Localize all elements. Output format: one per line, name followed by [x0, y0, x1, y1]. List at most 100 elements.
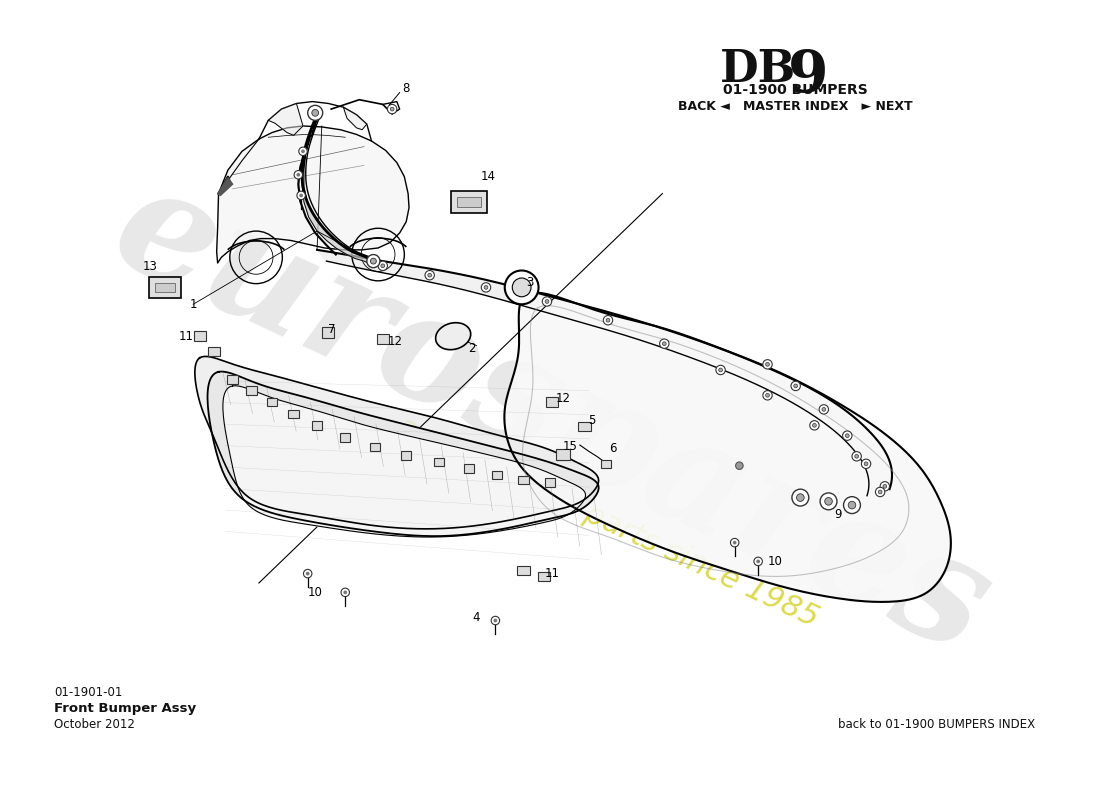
Circle shape	[482, 282, 491, 292]
Circle shape	[341, 588, 350, 597]
FancyBboxPatch shape	[376, 334, 389, 344]
Text: 11: 11	[544, 567, 559, 580]
Circle shape	[730, 538, 739, 547]
Circle shape	[810, 421, 820, 430]
FancyBboxPatch shape	[155, 283, 175, 292]
Circle shape	[822, 407, 826, 411]
FancyBboxPatch shape	[208, 346, 220, 356]
Circle shape	[876, 487, 884, 497]
Ellipse shape	[436, 322, 471, 350]
Circle shape	[294, 170, 302, 179]
Circle shape	[762, 360, 772, 369]
Circle shape	[792, 489, 808, 506]
FancyBboxPatch shape	[451, 190, 487, 214]
Circle shape	[766, 394, 769, 397]
Polygon shape	[343, 107, 366, 130]
Circle shape	[662, 342, 667, 346]
Text: 3: 3	[527, 276, 534, 289]
Text: back to 01-1900 BUMPERS INDEX: back to 01-1900 BUMPERS INDEX	[838, 718, 1035, 731]
Circle shape	[762, 390, 772, 400]
Text: BACK ◄   MASTER INDEX   ► NEXT: BACK ◄ MASTER INDEX ► NEXT	[679, 100, 913, 113]
Circle shape	[299, 194, 303, 198]
Text: 10: 10	[308, 586, 322, 599]
FancyBboxPatch shape	[518, 475, 529, 484]
Circle shape	[366, 254, 379, 268]
Circle shape	[343, 590, 348, 594]
Text: 14: 14	[481, 170, 495, 183]
Circle shape	[846, 434, 849, 438]
Text: 8: 8	[403, 82, 410, 95]
Circle shape	[513, 278, 531, 297]
Circle shape	[546, 299, 549, 303]
FancyBboxPatch shape	[601, 459, 612, 468]
Text: 9: 9	[788, 48, 828, 104]
Circle shape	[484, 286, 488, 290]
Circle shape	[794, 384, 797, 388]
Text: 13: 13	[143, 260, 157, 274]
Circle shape	[843, 431, 852, 440]
Circle shape	[852, 452, 861, 461]
Circle shape	[505, 270, 539, 304]
Polygon shape	[195, 357, 598, 529]
FancyBboxPatch shape	[322, 327, 334, 338]
FancyBboxPatch shape	[538, 572, 550, 581]
FancyBboxPatch shape	[464, 464, 474, 473]
Circle shape	[861, 459, 871, 469]
Polygon shape	[218, 178, 232, 195]
Text: 10: 10	[768, 555, 782, 568]
Circle shape	[880, 482, 890, 491]
Circle shape	[660, 339, 669, 348]
FancyBboxPatch shape	[267, 398, 277, 406]
FancyBboxPatch shape	[288, 410, 299, 418]
Text: October 2012: October 2012	[54, 718, 135, 731]
Circle shape	[603, 315, 613, 325]
Text: 01-1900 BUMPERS: 01-1900 BUMPERS	[724, 83, 868, 97]
Circle shape	[390, 107, 394, 111]
Circle shape	[825, 498, 833, 505]
Circle shape	[848, 502, 856, 509]
Polygon shape	[302, 125, 375, 266]
FancyBboxPatch shape	[370, 442, 381, 451]
Circle shape	[844, 497, 860, 514]
FancyBboxPatch shape	[544, 478, 556, 487]
Text: 12: 12	[387, 335, 403, 348]
Circle shape	[791, 382, 801, 390]
Text: a passion for parts since 1985: a passion for parts since 1985	[393, 411, 823, 633]
Circle shape	[492, 616, 499, 625]
Circle shape	[606, 318, 609, 322]
Polygon shape	[317, 250, 892, 496]
Circle shape	[542, 297, 552, 306]
Circle shape	[378, 261, 387, 270]
Circle shape	[736, 462, 744, 470]
Circle shape	[308, 106, 322, 120]
FancyBboxPatch shape	[150, 277, 182, 298]
Circle shape	[865, 462, 868, 466]
Circle shape	[304, 570, 312, 578]
FancyBboxPatch shape	[312, 421, 322, 430]
Polygon shape	[505, 293, 950, 602]
Text: DB: DB	[719, 48, 795, 91]
Circle shape	[757, 559, 760, 563]
Circle shape	[820, 405, 828, 414]
Circle shape	[371, 258, 376, 264]
Polygon shape	[223, 386, 585, 537]
Circle shape	[878, 490, 882, 494]
Circle shape	[301, 150, 305, 153]
FancyBboxPatch shape	[458, 197, 481, 207]
FancyBboxPatch shape	[246, 386, 256, 395]
Text: 4: 4	[473, 611, 481, 624]
Text: 12: 12	[556, 392, 571, 405]
FancyBboxPatch shape	[228, 375, 238, 383]
FancyBboxPatch shape	[402, 451, 411, 459]
Text: 01-1901-01: 01-1901-01	[54, 686, 123, 699]
Text: 11: 11	[178, 330, 194, 342]
Text: eurospares: eurospares	[91, 151, 1012, 686]
Circle shape	[754, 557, 762, 566]
Circle shape	[306, 572, 309, 575]
Circle shape	[733, 541, 737, 545]
Circle shape	[855, 454, 859, 458]
Text: 5: 5	[588, 414, 596, 427]
Circle shape	[813, 423, 816, 427]
Text: Front Bumper Assy: Front Bumper Assy	[54, 702, 197, 715]
Text: 9: 9	[834, 508, 842, 521]
